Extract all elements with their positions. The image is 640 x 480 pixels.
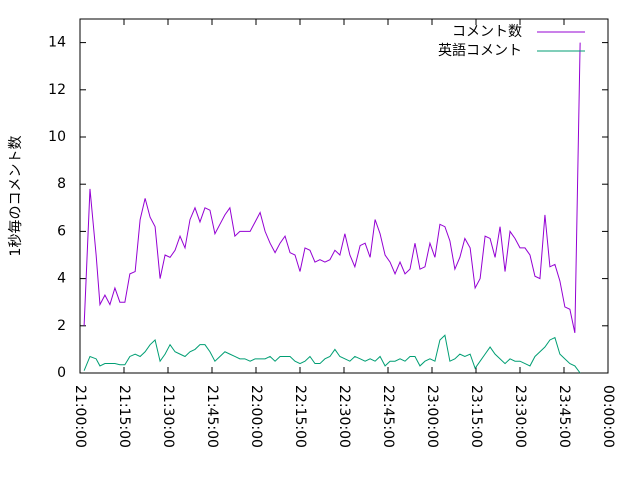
y-tick-label: 14 — [48, 35, 66, 51]
x-tick-label: 23:15:00 — [468, 385, 484, 448]
series-line — [83, 334, 581, 374]
plot-frame — [79, 18, 609, 374]
y-tick-label: 4 — [57, 271, 66, 287]
legend-label: コメント数 — [452, 24, 522, 40]
x-tick-label: 23:30:00 — [512, 385, 528, 448]
y-tick-label: 10 — [48, 129, 66, 145]
x-tick-label: 23:45:00 — [556, 385, 572, 448]
y-tick-label: 8 — [57, 176, 66, 192]
x-tick-label: 21:00:00 — [72, 385, 88, 448]
x-tick-label: 21:30:00 — [160, 385, 176, 448]
y-tick-label: 6 — [57, 223, 66, 239]
series-line — [83, 42, 581, 333]
x-tick-label: 22:45:00 — [380, 385, 396, 448]
x-tick-label: 21:15:00 — [116, 385, 132, 448]
x-tick-label: 23:00:00 — [424, 385, 440, 448]
x-tick-label: 22:00:00 — [248, 385, 264, 448]
x-tick-label: 22:30:00 — [336, 385, 352, 448]
y-tick-label: 2 — [57, 318, 66, 334]
x-tick-label: 22:15:00 — [292, 385, 308, 448]
y-tick-label: 12 — [48, 82, 66, 98]
x-tick-label: 00:00:00 — [600, 385, 616, 448]
legend-label: 英語コメント — [438, 42, 522, 59]
y-tick-label: 0 — [57, 365, 66, 381]
y-axis-label: 1秒毎のコメント数 — [8, 136, 24, 257]
x-tick-label: 21:45:00 — [204, 385, 220, 448]
